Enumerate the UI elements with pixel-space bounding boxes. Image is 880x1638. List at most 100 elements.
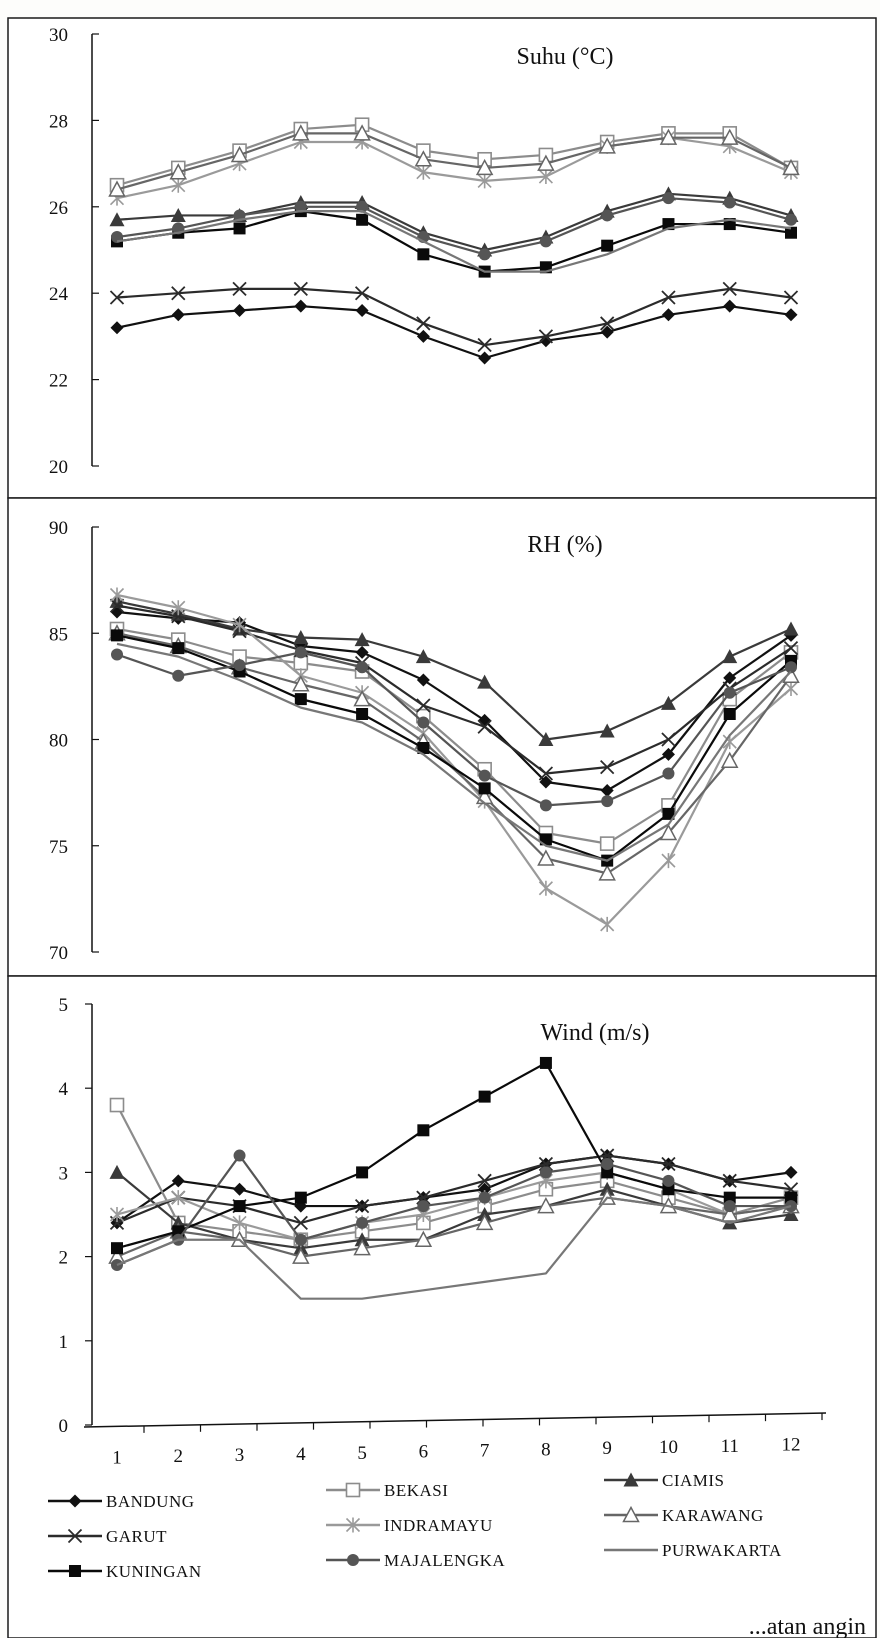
point-bandung-1 <box>110 321 124 335</box>
panel-frame-temperature <box>7 17 877 499</box>
point-karawang-4 <box>292 675 310 692</box>
point-majalengka-7 <box>478 1191 491 1204</box>
point-karawang-6 <box>414 1230 433 1248</box>
point-karawang-8 <box>537 154 555 171</box>
legend-marker-bekasi <box>345 1482 361 1498</box>
x-tick-label-1: 1 <box>112 1447 122 1468</box>
legend-label-purwakarta: PURWAKARTA <box>662 1541 782 1560</box>
point-majalengka-11 <box>723 686 736 699</box>
series-line-majalengka <box>116 197 792 256</box>
x-axis-line <box>83 1412 827 1428</box>
point-bandung-12 <box>784 308 798 322</box>
point-bandung-5 <box>355 303 369 317</box>
point-indramayu-8 <box>538 169 553 185</box>
series-majalengka-2 <box>111 1149 797 1272</box>
legend-item-karawang: KARAWANG <box>604 1505 763 1525</box>
legend-item-majalengka: MAJALENGKA <box>326 1551 505 1570</box>
chart-title-0: Suhu (°C) <box>517 44 614 70</box>
point-garut-2 <box>171 286 186 301</box>
point-kuningan-6 <box>417 1124 430 1137</box>
point-ciamis-2 <box>170 207 186 222</box>
point-majalengka-6 <box>417 716 430 729</box>
series-line-garut <box>116 287 792 347</box>
series-line-bekasi <box>116 123 792 187</box>
point-majalengka-10 <box>662 767 675 780</box>
point-kuningan-1 <box>111 629 123 642</box>
point-ciamis-5 <box>354 632 370 647</box>
point-indramayu-9 <box>600 916 615 932</box>
point-ciamis-1 <box>109 1164 125 1179</box>
chart-temperature: Suhu (°C) 20 22 24 26 28 30 <box>49 25 800 478</box>
series-line-indramayu <box>116 1171 792 1241</box>
point-majalengka-9 <box>601 209 614 222</box>
point-majalengka-4 <box>294 646 307 659</box>
point-majalengka-5 <box>356 661 369 674</box>
point-garut-11 <box>722 1173 737 1188</box>
point-bekasi-1 <box>109 1097 125 1113</box>
point-kuningan-6 <box>417 248 430 261</box>
legend-label-kuningan: KUNINGAN <box>106 1562 202 1581</box>
point-garut-3 <box>232 281 247 297</box>
point-karawang-7 <box>475 158 494 176</box>
x-tick-label-10: 10 <box>659 1437 678 1458</box>
legend-item-bekasi: BEKASI <box>326 1481 448 1500</box>
panel-frame-wind <box>7 975 877 1638</box>
x-tick-label-12: 12 <box>782 1435 801 1456</box>
point-garut-12 <box>783 640 799 656</box>
point-karawang-9 <box>598 864 616 881</box>
point-bandung-10 <box>661 308 675 322</box>
point-garut-7 <box>477 719 492 734</box>
point-kuningan-2 <box>172 642 185 655</box>
point-bandung-12 <box>784 1165 798 1179</box>
point-majalengka-3 <box>233 1149 246 1162</box>
point-garut-6 <box>416 698 431 713</box>
series-line-karawang <box>116 132 792 191</box>
y-tick-label-1-85: 85 <box>49 624 68 645</box>
point-bandung-3 <box>233 303 247 317</box>
point-ciamis-11 <box>722 649 738 664</box>
series-purwakarta-0 <box>116 210 792 273</box>
point-bandung-6 <box>416 329 430 343</box>
point-indramayu-2 <box>171 1190 186 1206</box>
point-indramayu-8 <box>538 880 553 896</box>
point-karawang-4 <box>292 1247 310 1264</box>
point-majalengka-3 <box>233 659 246 672</box>
point-indramayu-12 <box>783 681 799 696</box>
point-majalengka-5 <box>356 200 369 213</box>
point-bandung-2 <box>171 308 185 322</box>
y-tick-label-0-24: 24 <box>49 284 69 305</box>
point-ciamis-12 <box>783 621 799 636</box>
point-karawang-11 <box>720 128 739 145</box>
x-tick-label-8: 8 <box>541 1439 551 1460</box>
series-indramayu-0 <box>109 130 799 206</box>
series-bandung-0 <box>110 299 798 365</box>
point-kuningan-10 <box>662 1183 675 1196</box>
point-indramayu-3 <box>232 1215 247 1231</box>
point-garut-5 <box>354 286 370 301</box>
point-ciamis-1 <box>109 212 125 227</box>
point-bandung-11 <box>723 299 737 313</box>
series-karawang-0 <box>108 124 800 197</box>
series-line-kuningan <box>116 210 792 273</box>
series-line-ciamis <box>116 600 792 741</box>
series-line-purwakarta <box>116 1196 792 1300</box>
point-majalengka-8 <box>539 235 552 248</box>
x-tick-label-5: 5 <box>357 1443 367 1464</box>
point-bekasi-9 <box>599 836 615 851</box>
point-majalengka-9 <box>601 795 614 808</box>
point-karawang-9 <box>598 137 616 154</box>
y-tick-label-0-22: 22 <box>49 371 68 392</box>
point-kuningan-5 <box>356 213 369 226</box>
point-garut-1 <box>109 598 125 613</box>
point-karawang-8 <box>537 1196 555 1214</box>
point-kuningan-11 <box>723 1191 736 1204</box>
x-tick-label-4: 4 <box>296 1444 306 1465</box>
point-karawang-5 <box>353 1239 371 1256</box>
point-majalengka-12 <box>785 213 797 226</box>
y-tick-label-2-0: 0 <box>59 1416 69 1437</box>
y-tick-label-1-90: 90 <box>49 518 68 539</box>
point-ciamis-7 <box>477 674 493 689</box>
y-tick-label-0-20: 20 <box>49 457 68 478</box>
point-kuningan-8 <box>539 1056 552 1069</box>
point-kuningan-4 <box>294 693 307 706</box>
